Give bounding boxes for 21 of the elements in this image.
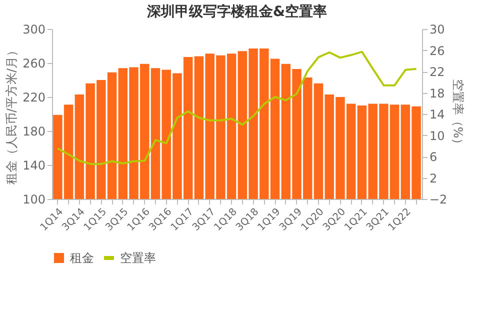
y2-tick-label: 18	[430, 86, 445, 100]
y-tick-label: 140	[22, 158, 46, 172]
y2-tick-label: 30	[430, 22, 445, 36]
y-tick-label: 180	[22, 124, 46, 138]
y-tick-label: 300	[22, 22, 46, 36]
y2-axis-title: 空置率（%）	[451, 78, 466, 150]
y2-tick-label: 6	[430, 150, 438, 164]
line-series	[56, 50, 418, 165]
y2-tick-label: −2	[430, 192, 448, 206]
y2-tick-label: 10	[430, 128, 445, 143]
y2-tick-label: 22	[430, 65, 445, 79]
y-tick-label: 260	[22, 56, 46, 70]
y-axis-title: 租金（人民币/平方米/月）	[4, 44, 19, 185]
y2-tick-label: 2	[430, 171, 438, 186]
legend-label: 空置率	[120, 251, 156, 265]
legend-label: 租金	[70, 251, 94, 265]
y-tick-label: 100	[22, 192, 46, 206]
y-tick-label: 220	[22, 90, 46, 104]
chart-title: 深圳甲级写字楼租金&空置率	[146, 3, 328, 20]
y2-tick-label: 14	[430, 108, 445, 122]
y2-tick-label: 26	[430, 44, 445, 58]
